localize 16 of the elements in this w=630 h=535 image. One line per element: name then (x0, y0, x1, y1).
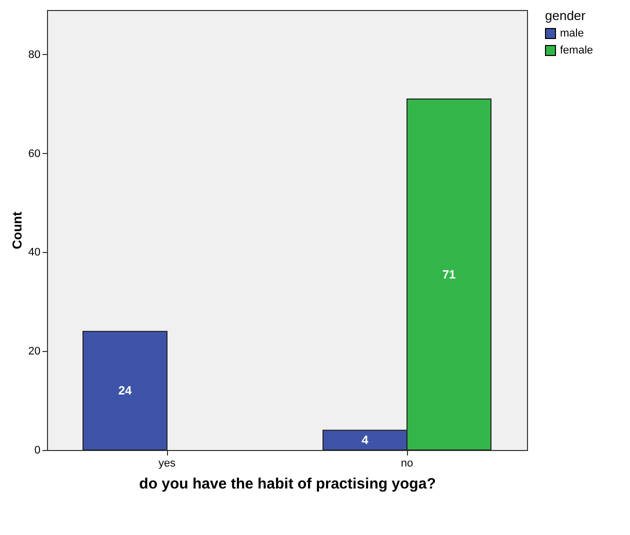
y-tick-label: 60 (28, 148, 40, 160)
data-label: 24 (118, 384, 132, 398)
y-tick-label: 0 (34, 444, 40, 456)
y-tick-label: 20 (28, 346, 40, 358)
bar (82, 330, 168, 450)
legend-label: female (560, 44, 594, 56)
x-tick-label: yes (158, 458, 176, 470)
x-axis-title: do you have the habit of practising yoga? (139, 476, 436, 492)
legend-label: male (560, 28, 584, 40)
x-tick-label: no (400, 458, 414, 470)
y-tick-label: 40 (28, 246, 40, 259)
y-axis-title: Count (9, 211, 24, 250)
data-label: 4 (362, 433, 369, 448)
y-tick-label: 80 (28, 48, 40, 61)
data-label: 71 (442, 267, 456, 282)
legend-title: gender (545, 8, 586, 23)
